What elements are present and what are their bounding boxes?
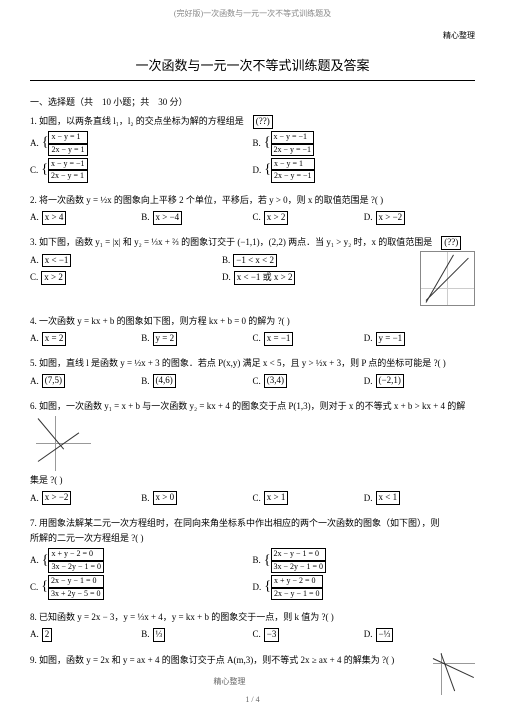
- opt-b: B.x > 0: [141, 491, 252, 506]
- opt-a: A.x = 2: [30, 331, 141, 346]
- graph-q6: [36, 416, 91, 471]
- opt-d: D.(−2,1): [364, 374, 475, 389]
- opt-a: A.x > −2: [30, 491, 141, 506]
- opt-c: C.−3: [253, 627, 364, 642]
- q2-text: 2. 将一次函数 y = ½x 的图象向上平移 2 个单位，平移后，若 y > …: [30, 195, 369, 205]
- opt-c: C.x > 2: [30, 270, 222, 285]
- q7-text: 7. 用图象法解某二元一次方程组时，在同向来角坐标系中作出相应的两个一次函数的图…: [30, 518, 440, 528]
- q8-text: 8. 已知函数 y = 2x − 3，y = ⅓x + 4，y = kx + b…: [30, 612, 319, 622]
- q5-text: 5. 如图，直线 l 是函数 y = ½x + 3 的图象．若点 P(x,y) …: [30, 358, 431, 368]
- opt-a: A.x > 4: [30, 210, 141, 225]
- opt-d: D.−⅓: [364, 627, 475, 642]
- graph-q3: [420, 251, 475, 306]
- q1-text: 1. 如图，以两条直线 l₁，l₂ 的交点坐标为解的方程组是: [30, 116, 244, 126]
- opt-a: A.(7,5): [30, 374, 141, 389]
- q6-text: 6. 如图，一次函数 y₁ = x + b 与一次函数 y₂ = kx + 4 …: [30, 401, 465, 411]
- opt-a: A.x < −1: [30, 253, 222, 268]
- section-heading: 一、选择题（共 10 小题；共 30 分）: [30, 95, 475, 108]
- opt-b: B.−1 < x < 2: [222, 253, 414, 268]
- q6-text2: 集是 ?( ): [30, 475, 63, 485]
- top-right-label: 精心整理: [443, 30, 475, 41]
- opt-c: C.(3,4): [253, 374, 364, 389]
- opt-d: D.x > −2: [364, 210, 475, 225]
- opt-c: C.x > 2: [253, 210, 364, 225]
- question-2: 2. 将一次函数 y = ½x 的图象向上平移 2 个单位，平移后，若 y > …: [30, 193, 475, 228]
- opt-d: D.{x − y = 12x − y = −1: [253, 158, 476, 183]
- question-6: 6. 如图，一次函数 y₁ = x + b 与一次函数 y₂ = kx + 4 …: [30, 399, 475, 508]
- top-header: (完好版)一次函数与一元一次不等式训练题及: [30, 0, 475, 27]
- opt-c: C.x = −1: [253, 331, 364, 346]
- q9-text: 9. 如图，函数 y = 2x 和 y = ax + 4 的图象订交于点 A(m…: [30, 655, 380, 665]
- opt-d: D.x < 1: [364, 491, 475, 506]
- blank-box: (??): [441, 236, 461, 250]
- opt-d: D.{x + y − 2 = 02x − y − 1 = 0: [253, 575, 476, 600]
- page-title: 一次函数与一元一次不等式训练题及答案: [30, 55, 475, 74]
- opt-c: C.{2x − y − 1 = 03x + 2y − 5 = 0: [30, 575, 253, 600]
- opt-b: B.(4,6): [141, 374, 252, 389]
- opt-c: C.{x − y = −12x − y = 1: [30, 158, 253, 183]
- footer-a: 精心整理: [30, 676, 475, 687]
- opt-b: B.y = 2: [141, 331, 252, 346]
- question-8: 8. 已知函数 y = 2x − 3，y = ⅓x + 4，y = kx + b…: [30, 610, 475, 645]
- question-5: 5. 如图，直线 l 是函数 y = ½x + 3 的图象．若点 P(x,y) …: [30, 356, 475, 391]
- opt-d: D.y = −1: [364, 331, 475, 346]
- opt-b: B.x > −4: [141, 210, 252, 225]
- graph-q9: [433, 653, 475, 695]
- opt-b: B.{2x − y − 1 = 03x − 2y − 1 = 0: [253, 548, 476, 573]
- question-4: 4. 一次函数 y = kx + b 的图象如下图，则方程 kx + b = 0…: [30, 314, 475, 349]
- opt-a: A.{x + y − 2 = 03x − 2y − 1 = 0: [30, 548, 253, 573]
- q3-text: 3. 如下图，函数 y₁ = |x| 和 y₂ = ⅓x + ⅔ 的图象订交于 …: [30, 237, 432, 247]
- q7-text2: 所解的二元一次方程组是 ?( ): [30, 533, 144, 543]
- question-3: 3. 如下图，函数 y₁ = |x| 和 y₂ = ⅓x + ⅔ 的图象订交于 …: [30, 235, 475, 305]
- question-9: 9. 如图，函数 y = 2x 和 y = ax + 4 的图象订交于点 A(m…: [30, 653, 475, 668]
- question-1: 1. 如图，以两条直线 l₁，l₂ 的交点坐标为解的方程组是 (??) A.{x…: [30, 114, 475, 185]
- footer-b: 1 / 4: [30, 695, 475, 704]
- title-rule: [30, 80, 475, 81]
- blank-box: (??): [253, 115, 273, 129]
- opt-a: A.{x − y = 12x − y = 1: [30, 131, 253, 156]
- opt-b: B.⅓: [141, 627, 252, 642]
- q4-text: 4. 一次函数 y = kx + b 的图象如下图，则方程 kx + b = 0…: [30, 316, 275, 326]
- opt-b: B.{x − y = −12x − y = −1: [253, 131, 476, 156]
- question-7: 7. 用图象法解某二元一次方程组时，在同向来角坐标系中作出相应的两个一次函数的图…: [30, 516, 475, 602]
- opt-c: C.x > 1: [253, 491, 364, 506]
- opt-d: D.x < −1 或 x > 2: [222, 270, 414, 285]
- opt-a: A.2: [30, 627, 141, 642]
